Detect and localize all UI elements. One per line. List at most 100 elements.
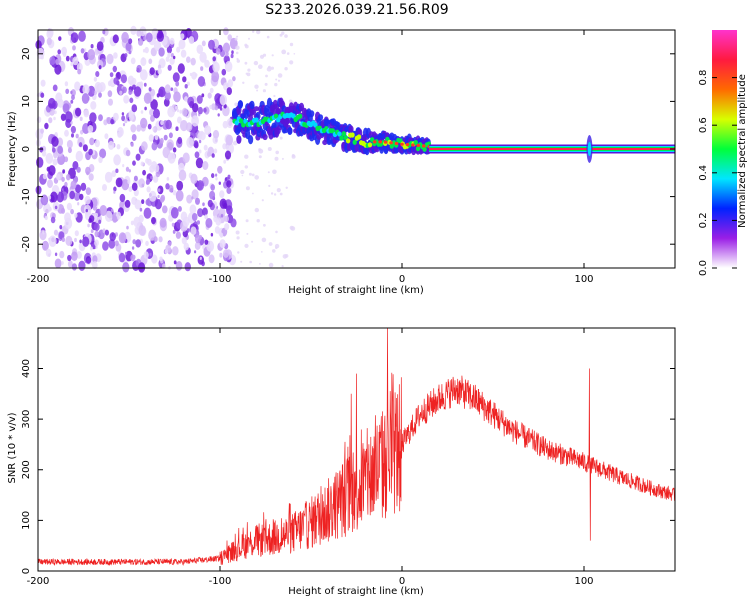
noise-blob: [148, 58, 153, 65]
noise-blob: [262, 53, 267, 57]
signal-core: [415, 146, 421, 152]
noise-blob: [138, 225, 146, 236]
noise-blob: [244, 61, 248, 65]
noise-blob: [52, 158, 58, 166]
noise-blob: [124, 199, 131, 208]
noise-blob: [140, 110, 144, 114]
noise-blob: [197, 106, 203, 115]
noise-blob: [252, 30, 255, 33]
noise-blob: [175, 81, 180, 87]
noise-blob: [70, 125, 76, 134]
noise-blob: [164, 84, 171, 94]
noise-blob: [284, 34, 288, 38]
noise-blob: [171, 222, 175, 227]
signal-blob: [262, 133, 268, 141]
noise-blob: [153, 40, 162, 52]
colorbar-ticks: 0.0 0.2 0.4 0.6 0.8: [698, 70, 737, 276]
noise-blob: [64, 111, 73, 123]
noise-blob: [132, 160, 136, 166]
noise-blob: [258, 148, 264, 154]
noise-blob: [75, 150, 84, 162]
noise-blob: [240, 169, 245, 175]
noise-blob: [267, 171, 270, 174]
noise-blob: [215, 48, 221, 55]
noise-blob: [198, 139, 202, 144]
noise-blob: [251, 173, 255, 177]
noise-blob: [134, 199, 142, 210]
snr-x-label: Height of straight line (km): [288, 586, 424, 597]
noise-blob: [270, 66, 274, 70]
noise-blob: [194, 115, 198, 121]
noise-blob: [48, 195, 52, 200]
noise-blob: [79, 116, 83, 122]
noise-blob: [54, 110, 57, 115]
noise-blob: [99, 205, 108, 216]
noise-blob: [70, 180, 77, 190]
signal-core: [241, 122, 246, 128]
signal-peak: [378, 140, 383, 144]
noise-blob: [222, 105, 230, 117]
snr-x-ticks: -200 -100 0 100: [27, 328, 594, 587]
noise-blob: [157, 185, 164, 195]
noise-blob: [85, 187, 92, 196]
noise-blob: [145, 32, 153, 43]
noise-blob: [202, 202, 205, 207]
noise-blob: [46, 166, 51, 172]
noise-blob: [190, 57, 196, 66]
noise-blob: [191, 196, 194, 200]
noise-blob: [113, 186, 117, 192]
noise-blob: [98, 114, 103, 122]
noise-blob: [75, 184, 82, 193]
noise-blob: [62, 103, 70, 114]
noise-blob: [213, 215, 218, 223]
figure-title: S233.2026.039.21.56.R09: [265, 2, 448, 18]
noise-blob: [173, 260, 177, 265]
x-tick-label: 0: [399, 576, 405, 587]
noise-blob: [36, 157, 44, 168]
noise-blob: [224, 215, 229, 223]
noise-blob: [114, 240, 119, 247]
noise-blob: [165, 119, 172, 130]
signal-peak: [372, 140, 377, 144]
noise-blob: [109, 232, 116, 242]
noise-blob: [267, 147, 272, 151]
spectrogram-x-label: Height of straight line (km): [288, 285, 424, 296]
noise-blob: [121, 112, 125, 116]
noise-blob: [90, 44, 94, 49]
noise-blob: [245, 72, 248, 75]
noise-blob: [207, 151, 211, 157]
noise-blob: [53, 116, 56, 121]
noise-blob: [88, 173, 94, 181]
noise-blob: [40, 194, 49, 206]
noise-blob: [205, 218, 213, 228]
noise-blob: [107, 90, 113, 98]
noise-blob: [198, 149, 202, 154]
noise-blob: [120, 74, 127, 84]
noise-blob: [65, 55, 70, 62]
noise-blob: [50, 216, 56, 224]
noise-blob: [115, 168, 119, 174]
noise-blob: [175, 190, 184, 202]
noise-blob: [122, 86, 127, 94]
noise-blob: [41, 240, 49, 251]
noise-blob: [165, 56, 170, 62]
noise-blob: [281, 49, 287, 55]
noise-blob: [169, 37, 175, 45]
noise-blob: [214, 226, 220, 234]
noise-blob: [48, 97, 56, 109]
noise-blob: [244, 154, 249, 159]
noise-blob: [113, 112, 119, 122]
noise-blob: [275, 230, 278, 234]
noise-blob: [177, 136, 183, 145]
noise-blob: [182, 152, 190, 164]
noise-blob: [96, 41, 104, 51]
signal-core: [297, 113, 303, 119]
y-tick-label: 20: [21, 47, 32, 60]
noise-blob: [57, 49, 61, 55]
noise-blob: [128, 186, 133, 192]
noise-blob: [123, 95, 130, 104]
noise-blob: [150, 114, 155, 122]
y-tick-label: -10: [21, 188, 32, 204]
noise-blob: [152, 125, 158, 133]
noise-blob: [273, 193, 277, 196]
